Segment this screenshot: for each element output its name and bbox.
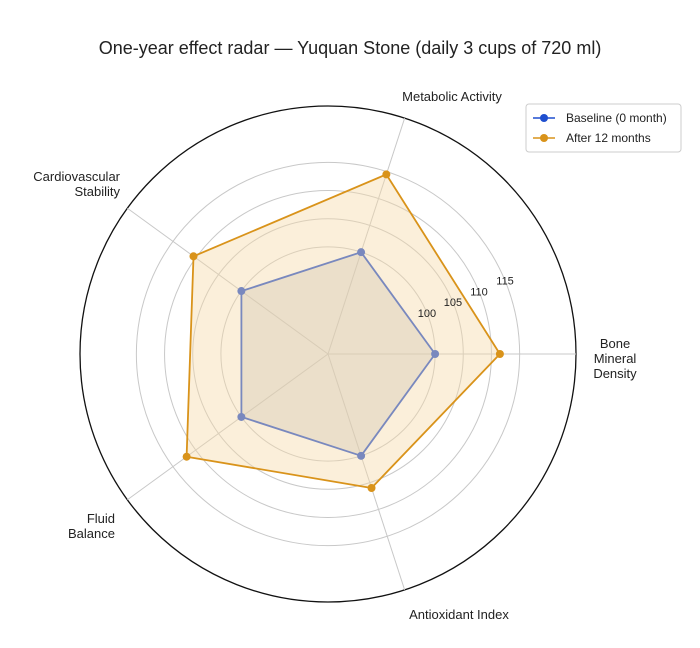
axis-label-2-line-0: Cardiovascular <box>33 169 120 184</box>
axis-label-4-line-0: Antioxidant Index <box>409 607 509 622</box>
series-1-point-4 <box>368 484 376 492</box>
r-tick-label-2: 110 <box>470 286 488 298</box>
axis-label-3: FluidBalance <box>68 511 115 541</box>
axis-label-2: CardiovascularStability <box>33 169 120 199</box>
series-1-point-2 <box>189 252 197 260</box>
legend-marker-after <box>540 134 548 142</box>
axis-label-0-line-0: Bone <box>600 336 630 351</box>
axis-label-4: Antioxidant Index <box>409 607 509 622</box>
axis-label-3-line-0: Fluid <box>87 511 115 526</box>
radar-series <box>183 170 504 492</box>
series-1-point-0 <box>496 350 504 358</box>
legend-label-after: After 12 months <box>566 131 651 145</box>
r-tick-label-1: 105 <box>444 297 462 309</box>
series-1-point-1 <box>382 170 390 178</box>
series-area-1 <box>187 174 500 488</box>
axis-label-0-line-1: Mineral <box>594 351 637 366</box>
r-tick-label-3: 115 <box>496 276 514 288</box>
legend-label-baseline: Baseline (0 month) <box>566 111 667 125</box>
legend-marker-baseline <box>540 114 548 122</box>
legend: Baseline (0 month) After 12 months <box>526 104 681 152</box>
axis-label-1: Metabolic Activity <box>402 89 502 104</box>
axis-label-2-line-1: Stability <box>74 184 120 199</box>
r-tick-label-0: 100 <box>418 308 436 320</box>
axis-label-3-line-1: Balance <box>68 526 115 541</box>
axis-label-0: BoneMineralDensity <box>593 336 637 381</box>
axis-label-1-line-0: Metabolic Activity <box>402 89 502 104</box>
series-1-point-3 <box>183 453 191 461</box>
axis-label-0-line-2: Density <box>593 366 637 381</box>
